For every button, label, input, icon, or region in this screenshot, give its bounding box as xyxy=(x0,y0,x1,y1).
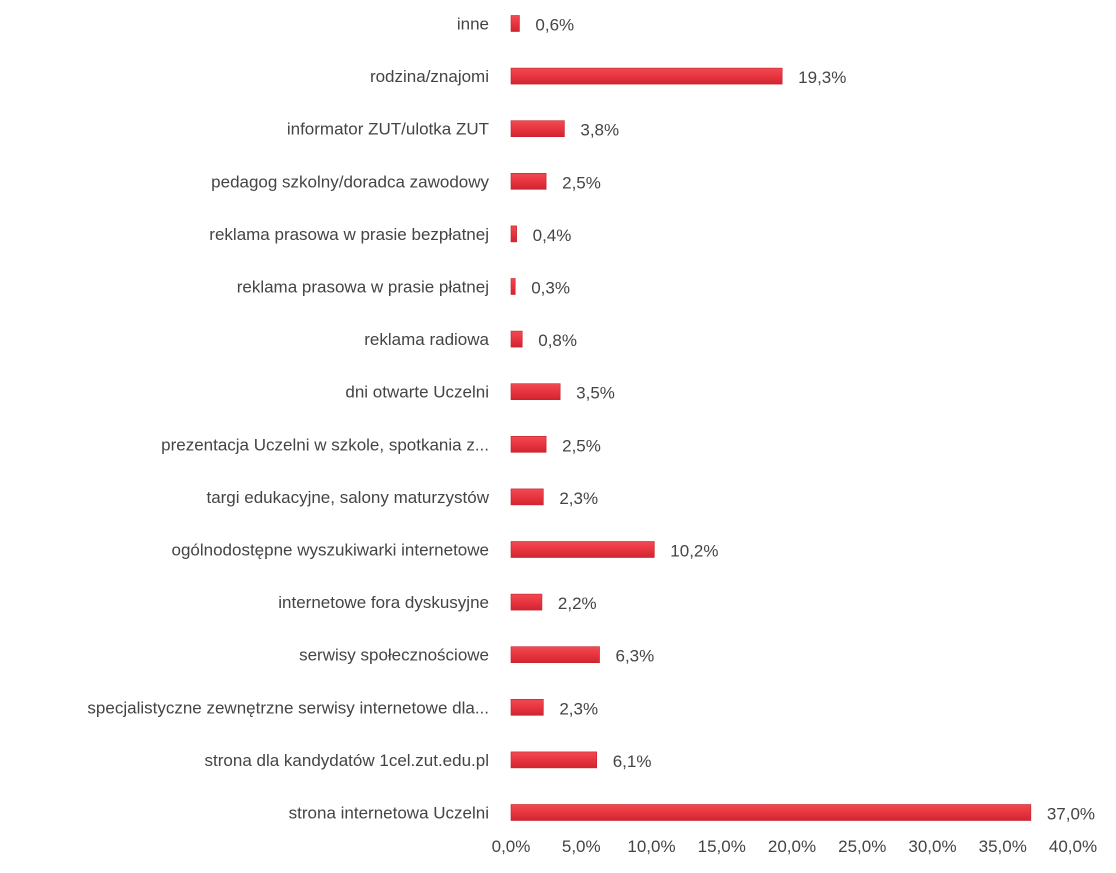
category-label: dni otwarte Uczelni xyxy=(345,383,489,402)
x-tick-label: 25,0% xyxy=(838,837,886,856)
category-label: pedagog szkolny/doradca zawodowy xyxy=(211,172,489,191)
value-label: 2,3% xyxy=(559,489,598,508)
bar xyxy=(510,330,523,348)
x-axis-tick-labels: 0,0% 5,0% 10,0% 15,0% 20,0% 25,0% 30,0% 35,0% 40… xyxy=(492,837,1097,856)
category-label: serwisy społecznościowe xyxy=(299,646,489,665)
value-label: 2,3% xyxy=(559,699,598,718)
value-label: 3,8% xyxy=(580,121,619,140)
value-label: 2,5% xyxy=(562,436,601,455)
value-label: 10,2% xyxy=(670,542,718,561)
value-label: 2,2% xyxy=(558,594,597,613)
value-label: 0,4% xyxy=(533,226,572,245)
category-label: prezentacja Uczelni w szkole, spotkania … xyxy=(161,435,489,454)
bar xyxy=(510,173,547,190)
x-tick-label: 5,0% xyxy=(562,837,601,856)
bars-layer xyxy=(510,15,1032,821)
value-label: 2,5% xyxy=(562,173,601,192)
value-label: 3,5% xyxy=(576,384,615,403)
bar xyxy=(510,698,544,716)
value-label: 6,3% xyxy=(616,647,655,666)
x-tick-label: 30,0% xyxy=(908,837,956,856)
value-label: 0,8% xyxy=(538,331,577,350)
bar xyxy=(510,751,598,769)
x-tick-label: 40,0% xyxy=(1049,837,1097,856)
bar xyxy=(510,67,783,85)
value-label: 0,3% xyxy=(531,279,570,298)
bar xyxy=(510,646,600,664)
category-label: rodzina/znajomi xyxy=(370,67,489,86)
bar xyxy=(510,383,561,401)
bar xyxy=(510,120,565,137)
category-label: strona internetowa Uczelni xyxy=(289,804,489,823)
bar xyxy=(510,593,543,611)
bar xyxy=(510,278,516,295)
x-tick-label: 0,0% xyxy=(492,837,531,856)
value-label: 19,3% xyxy=(798,68,846,87)
bar xyxy=(510,225,517,243)
bar xyxy=(510,435,547,453)
value-label: 6,1% xyxy=(613,752,652,771)
value-label: 37,0% xyxy=(1047,805,1095,824)
value-label: 0,6% xyxy=(535,16,574,35)
category-label: reklama radiowa xyxy=(364,330,489,349)
bar xyxy=(510,804,1032,821)
bar xyxy=(510,488,544,506)
bar xyxy=(510,15,520,32)
category-labels: inne rodzina/znajomi informator ZUT/ulotka… xyxy=(87,15,489,823)
category-label: ogólnodostępne wyszukiwarki internetowe xyxy=(171,541,489,560)
value-labels: 0,6% 19,3% 3,8% 2,5% 0,4% 0,3% 0,8% 3,5% 2,5% 2,3… xyxy=(531,16,1095,824)
category-label: specjalistyczne zewnętrzne serwisy inter… xyxy=(87,698,489,717)
bar xyxy=(510,541,655,558)
x-tick-label: 15,0% xyxy=(698,837,746,856)
category-label: targi edukacyjne, salony maturzystów xyxy=(206,488,489,507)
category-label: informator ZUT/ulotka ZUT xyxy=(287,120,489,139)
category-label: reklama prasowa w prasie płatnej xyxy=(237,278,489,297)
category-label: strona dla kandydatów 1cel.zut.edu.pl xyxy=(205,751,489,770)
category-label: internetowe fora dyskusyjne xyxy=(278,593,489,612)
x-tick-label: 20,0% xyxy=(768,837,816,856)
category-label: inne xyxy=(457,15,489,34)
category-label: reklama prasowa w prasie bezpłatnej xyxy=(209,225,489,244)
x-tick-label: 10,0% xyxy=(627,837,675,856)
x-tick-label: 35,0% xyxy=(979,837,1027,856)
